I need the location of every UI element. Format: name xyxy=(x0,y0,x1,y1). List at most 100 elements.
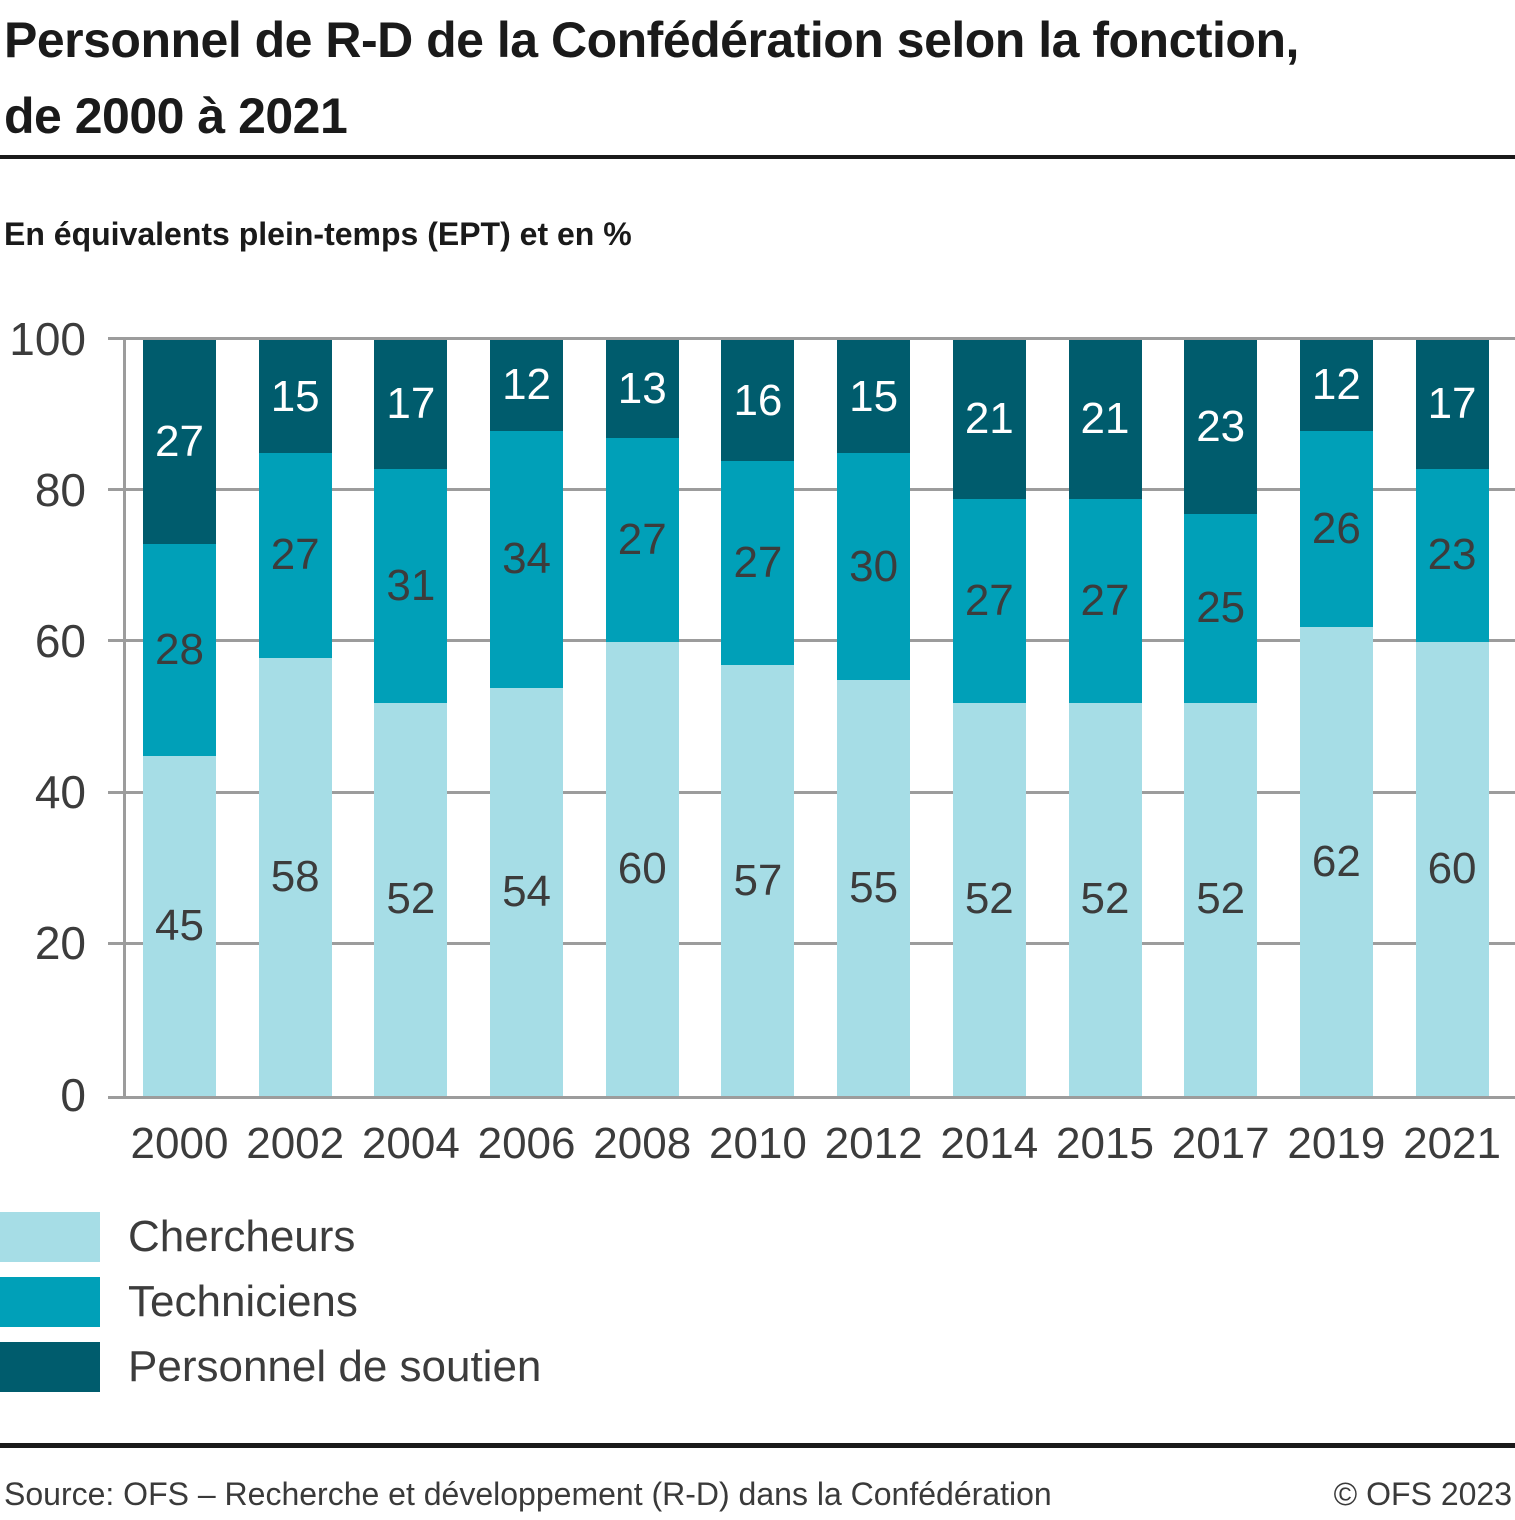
y-tick-label-20: 20 xyxy=(34,917,86,970)
segment-chercheurs-2008: 60 xyxy=(605,642,679,1096)
x-tick-2017: 2017 xyxy=(1172,1122,1270,1172)
segment-techniciens-2015: 27 xyxy=(1068,498,1142,703)
gridline-20 xyxy=(108,941,1515,945)
title-divider xyxy=(0,155,1515,159)
x-tick-2002: 2002 xyxy=(246,1122,344,1172)
gridline-60 xyxy=(108,639,1515,643)
segment-soutien-2002: 15 xyxy=(258,340,332,454)
segment-soutien-2008: 13 xyxy=(605,340,679,439)
x-tick-label-2017: 2017 xyxy=(1171,1119,1270,1168)
x-tick-label-2000: 2000 xyxy=(130,1119,229,1168)
bar-2021: 60 23 17 xyxy=(1415,340,1489,1096)
gridline-100 xyxy=(108,337,1515,340)
chart-footer: Source: OFS – Recherche et développement… xyxy=(0,1476,1515,1513)
bar-2015: 52 27 21 xyxy=(1068,340,1142,1096)
y-tick-label-40: 40 xyxy=(34,766,86,819)
segment-techniciens-2012: 30 xyxy=(837,453,911,681)
bar-2004: 52 31 17 xyxy=(374,340,448,1096)
footer-divider xyxy=(0,1443,1515,1448)
segment-soutien-2014: 21 xyxy=(952,340,1026,499)
x-tick-2004: 2004 xyxy=(362,1122,460,1172)
segment-chercheurs-2000: 45 xyxy=(143,755,216,1096)
segment-chercheurs-2010: 57 xyxy=(721,665,795,1096)
x-tick-label-2014: 2014 xyxy=(940,1119,1039,1168)
chart-subtitle: En équivalents plein-temps (EPT) et en % xyxy=(4,216,632,252)
x-tick-2008: 2008 xyxy=(593,1122,691,1172)
bar-2017: 52 25 23 xyxy=(1184,340,1258,1096)
source-text: Source: OFS – Recherche et développement… xyxy=(4,1476,1052,1512)
segment-soutien-2017: 23 xyxy=(1184,340,1258,514)
segment-soutien-2012: 15 xyxy=(837,340,911,454)
segment-soutien-2004: 17 xyxy=(374,340,448,469)
legend-item-techniciens: Techniciens xyxy=(0,1277,541,1327)
legend-label-chercheurs: Chercheurs xyxy=(128,1212,356,1261)
bar-2006: 54 34 12 xyxy=(490,340,564,1096)
segment-techniciens-2002: 27 xyxy=(258,453,332,658)
x-tick-label-2006: 2006 xyxy=(477,1119,576,1168)
segment-soutien-2000: 27 xyxy=(143,340,216,545)
segment-chercheurs-2017: 52 xyxy=(1184,702,1258,1096)
x-tick-2019: 2019 xyxy=(1287,1122,1385,1172)
chart-title: Personnel de R-D de la Confédération sel… xyxy=(4,12,1299,144)
segment-chercheurs-2012: 55 xyxy=(837,680,911,1096)
y-axis-line xyxy=(123,337,126,1099)
legend-label-techniciens: Techniciens xyxy=(128,1277,358,1326)
x-tick-label-2010: 2010 xyxy=(708,1119,807,1168)
bar-2002: 58 27 15 xyxy=(258,340,332,1096)
segment-chercheurs-2006: 54 xyxy=(490,687,564,1096)
x-tick-2000: 2000 xyxy=(131,1122,229,1172)
segment-chercheurs-2021: 60 xyxy=(1415,642,1489,1096)
segment-techniciens-2019: 26 xyxy=(1299,430,1373,628)
x-tick-label-2015: 2015 xyxy=(1056,1119,1154,1168)
y-tick-label-80: 80 xyxy=(34,463,86,516)
segment-techniciens-2017: 25 xyxy=(1184,513,1258,703)
x-tick-label-2004: 2004 xyxy=(361,1119,460,1168)
legend-swatch-soutien xyxy=(0,1342,100,1392)
gridline-80 xyxy=(108,488,1515,492)
bar-2008: 60 27 13 xyxy=(605,340,679,1096)
x-tick-label-2012: 2012 xyxy=(824,1119,923,1168)
bar-2012: 55 30 15 xyxy=(837,340,911,1096)
x-tick-2012: 2012 xyxy=(825,1122,923,1172)
y-tick-label-100: 100 xyxy=(9,312,86,365)
bar-2000: 45 28 27 xyxy=(143,340,216,1096)
bar-2010: 57 27 16 xyxy=(721,340,795,1096)
y-tick-label-0: 0 xyxy=(60,1068,86,1121)
chart-legend: Chercheurs Techniciens Personnel de soutie… xyxy=(0,1212,541,1407)
x-tick-label-2008: 2008 xyxy=(593,1119,692,1168)
bar-2014: 52 27 21 xyxy=(952,340,1026,1096)
x-tick-label-2021: 2021 xyxy=(1403,1119,1502,1168)
x-tick-2021: 2021 xyxy=(1403,1122,1501,1172)
copyright-text: © OFS 2023 xyxy=(1333,1476,1512,1512)
legend-swatch-chercheurs xyxy=(0,1212,100,1262)
legend-item-soutien: Personnel de soutien xyxy=(0,1342,541,1392)
bars-group: 45 28 27 58 27 15 52 31 17 54 34 12 60 27 13 57 27 16 55 30… xyxy=(143,340,1489,1096)
segment-techniciens-2000: 28 xyxy=(143,544,216,756)
segment-techniciens-2014: 27 xyxy=(952,498,1026,703)
segment-techniciens-2021: 23 xyxy=(1415,468,1489,643)
gridline-40 xyxy=(108,790,1515,794)
x-tick-2015: 2015 xyxy=(1056,1122,1154,1172)
segment-soutien-2010: 16 xyxy=(721,340,795,461)
segment-soutien-2015: 21 xyxy=(1068,340,1142,499)
segment-techniciens-2010: 27 xyxy=(721,460,795,666)
legend-swatch-techniciens xyxy=(0,1277,100,1327)
segment-chercheurs-2014: 52 xyxy=(952,702,1026,1096)
segment-chercheurs-2002: 58 xyxy=(258,657,332,1096)
segment-soutien-2019: 12 xyxy=(1299,340,1373,431)
x-tick-2014: 2014 xyxy=(940,1122,1038,1172)
legend-label-soutien: Personnel de soutien xyxy=(128,1342,542,1391)
x-axis-labels: 2000 2002 2004 2006 2008 2010 2012 2014 2015 2017… xyxy=(131,1122,1501,1172)
x-tick-2006: 2006 xyxy=(478,1122,576,1172)
segment-chercheurs-2004: 52 xyxy=(374,702,448,1096)
x-tick-2010: 2010 xyxy=(709,1122,807,1172)
segment-techniciens-2008: 27 xyxy=(605,438,679,643)
segment-techniciens-2004: 31 xyxy=(374,468,448,703)
x-tick-label-2002: 2002 xyxy=(246,1119,345,1168)
segment-techniciens-2006: 34 xyxy=(490,430,564,688)
x-tick-label-2019: 2019 xyxy=(1287,1119,1386,1168)
segment-chercheurs-2019: 62 xyxy=(1299,627,1373,1096)
legend-item-chercheurs: Chercheurs xyxy=(0,1212,541,1262)
gridline-0 xyxy=(108,1096,1515,1099)
y-tick-label-60: 60 xyxy=(34,614,86,667)
